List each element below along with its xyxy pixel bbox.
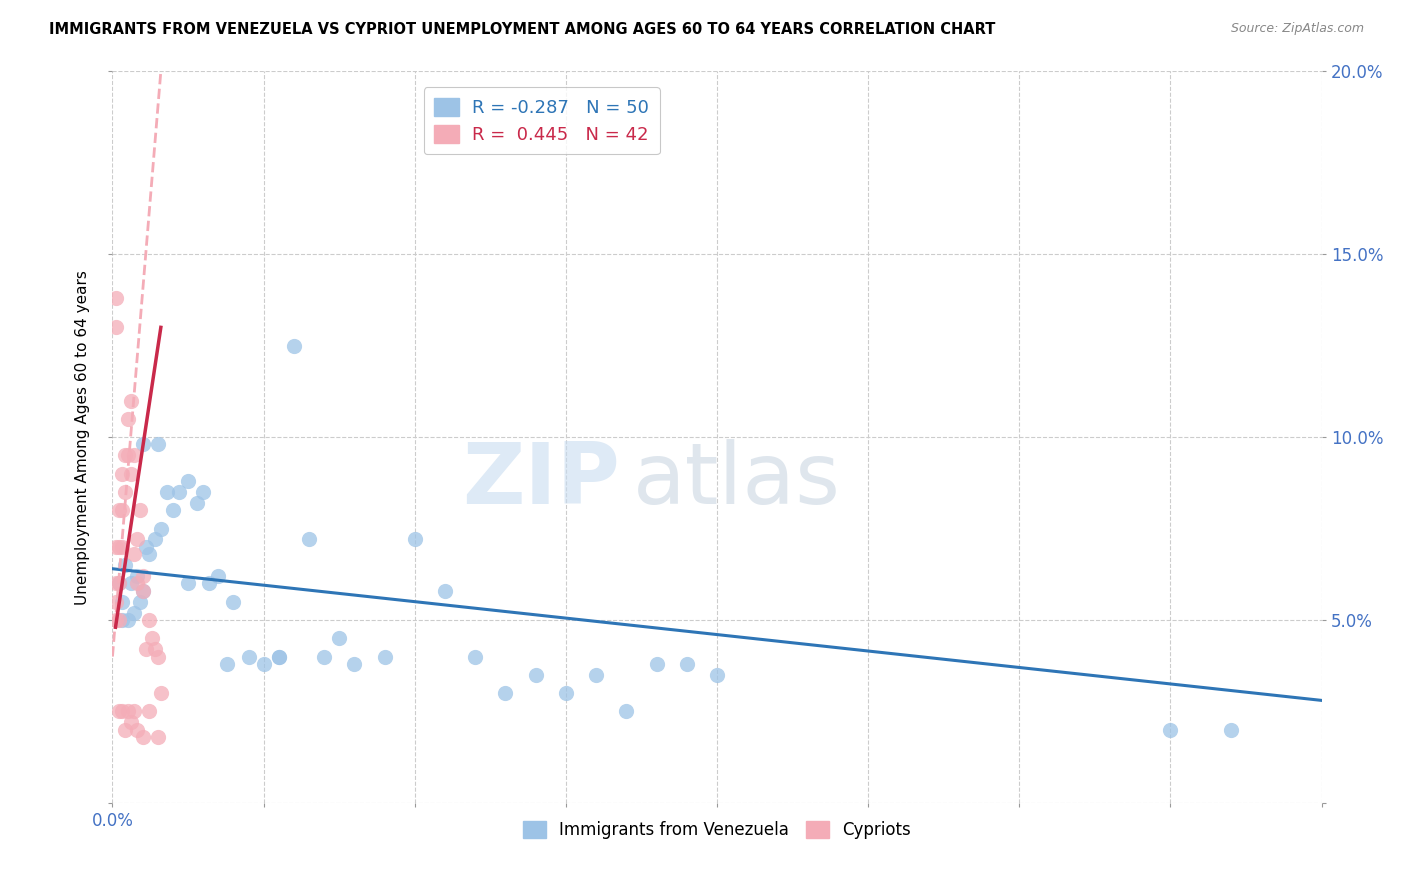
- Point: [177, 576, 200, 591]
- Point: [524, 667, 547, 681]
- Point: [132, 569, 155, 583]
- Point: [433, 583, 456, 598]
- Point: [135, 540, 157, 554]
- Point: [554, 686, 576, 700]
- Point: [177, 474, 200, 488]
- Point: [143, 642, 166, 657]
- Point: [135, 642, 157, 657]
- Point: [495, 686, 517, 700]
- Point: [104, 291, 127, 305]
- Point: [110, 594, 132, 608]
- Point: [167, 485, 190, 500]
- Point: [117, 448, 139, 462]
- Point: [138, 705, 160, 719]
- Point: [253, 657, 276, 671]
- Point: [110, 540, 132, 554]
- Point: [120, 393, 142, 408]
- Point: [104, 594, 127, 608]
- Point: [238, 649, 260, 664]
- Point: [675, 657, 697, 671]
- Point: [1220, 723, 1243, 737]
- Point: [267, 649, 290, 664]
- Point: [110, 705, 132, 719]
- Point: [186, 496, 208, 510]
- Point: [122, 448, 145, 462]
- Point: [132, 437, 155, 451]
- Point: [138, 613, 160, 627]
- Point: [117, 412, 139, 426]
- Point: [149, 521, 172, 535]
- Point: [404, 533, 426, 547]
- Point: [283, 338, 305, 352]
- Point: [132, 583, 155, 598]
- Text: Source: ZipAtlas.com: Source: ZipAtlas.com: [1230, 22, 1364, 36]
- Point: [114, 448, 136, 462]
- Point: [122, 705, 145, 719]
- Point: [298, 533, 321, 547]
- Point: [114, 485, 136, 500]
- Point: [120, 715, 142, 730]
- Point: [110, 613, 132, 627]
- Point: [267, 649, 290, 664]
- Point: [374, 649, 396, 664]
- Point: [706, 667, 728, 681]
- Point: [217, 657, 239, 671]
- Point: [146, 649, 169, 664]
- Point: [162, 503, 184, 517]
- Point: [104, 576, 127, 591]
- Point: [128, 503, 150, 517]
- Point: [117, 705, 139, 719]
- Point: [222, 594, 245, 608]
- Point: [146, 730, 169, 744]
- Text: atlas: atlas: [633, 440, 841, 523]
- Point: [328, 632, 350, 646]
- Point: [122, 547, 145, 561]
- Point: [110, 503, 132, 517]
- Point: [149, 686, 172, 700]
- Point: [1159, 723, 1181, 737]
- Point: [107, 576, 129, 591]
- Point: [191, 485, 214, 500]
- Point: [120, 576, 142, 591]
- Point: [207, 569, 229, 583]
- Point: [464, 649, 486, 664]
- Point: [125, 569, 148, 583]
- Point: [104, 613, 127, 627]
- Point: [125, 533, 148, 547]
- Point: [107, 576, 129, 591]
- Y-axis label: Unemployment Among Ages 60 to 64 years: Unemployment Among Ages 60 to 64 years: [75, 269, 90, 605]
- Point: [125, 723, 148, 737]
- Point: [104, 540, 127, 554]
- Point: [122, 606, 145, 620]
- Point: [132, 583, 155, 598]
- Legend: Immigrants from Venezuela, Cypriots: Immigrants from Venezuela, Cypriots: [516, 814, 918, 846]
- Point: [343, 657, 366, 671]
- Point: [616, 705, 638, 719]
- Point: [107, 540, 129, 554]
- Point: [156, 485, 179, 500]
- Point: [141, 632, 163, 646]
- Text: IMMIGRANTS FROM VENEZUELA VS CYPRIOT UNEMPLOYMENT AMONG AGES 60 TO 64 YEARS CORR: IMMIGRANTS FROM VENEZUELA VS CYPRIOT UNE…: [49, 22, 995, 37]
- Point: [117, 613, 139, 627]
- Point: [107, 503, 129, 517]
- Point: [314, 649, 336, 664]
- Point: [143, 533, 166, 547]
- Point: [114, 723, 136, 737]
- Point: [114, 558, 136, 573]
- Point: [645, 657, 668, 671]
- Point: [104, 320, 127, 334]
- Point: [132, 730, 155, 744]
- Point: [585, 667, 607, 681]
- Point: [120, 467, 142, 481]
- Point: [198, 576, 221, 591]
- Point: [125, 576, 148, 591]
- Point: [138, 547, 160, 561]
- Text: ZIP: ZIP: [463, 440, 620, 523]
- Point: [110, 467, 132, 481]
- Point: [107, 613, 129, 627]
- Point: [128, 594, 150, 608]
- Point: [146, 437, 169, 451]
- Point: [107, 705, 129, 719]
